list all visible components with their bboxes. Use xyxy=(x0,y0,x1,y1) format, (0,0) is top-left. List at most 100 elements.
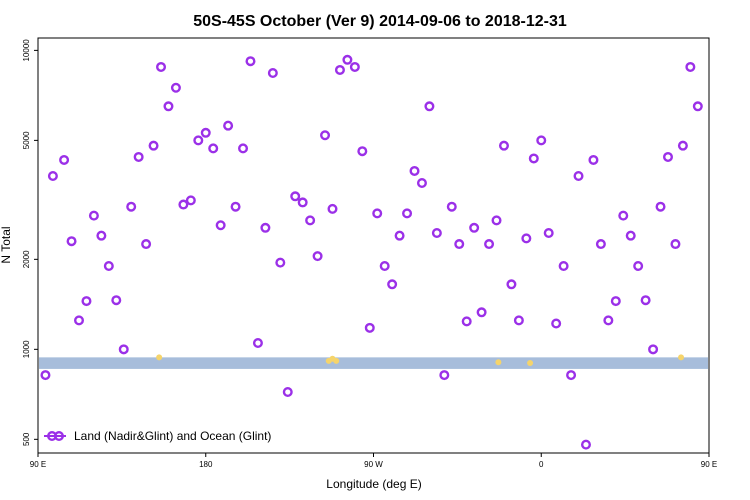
data-point xyxy=(223,120,234,131)
data-point xyxy=(603,315,614,326)
data-point xyxy=(580,439,591,450)
data-point xyxy=(215,220,226,231)
legend-label: Land (Nadir&Glint) and Ocean (Glint) xyxy=(74,429,271,443)
data-point xyxy=(640,295,651,306)
x-axis-label: Longitude (deg E) xyxy=(326,477,421,491)
data-point xyxy=(424,101,435,112)
data-point xyxy=(66,236,77,247)
y-axis-label: N Total xyxy=(0,226,13,263)
data-point xyxy=(297,197,308,208)
data-point xyxy=(133,151,144,162)
x-tick-label: 90 E xyxy=(701,460,717,469)
reference-band xyxy=(39,357,708,369)
y-tick-label: 5000 xyxy=(22,131,31,149)
legend: Land (Nadir&Glint) and Ocean (Glint) xyxy=(44,429,271,443)
data-point xyxy=(595,239,606,250)
data-point xyxy=(513,315,524,326)
data-point xyxy=(252,337,263,348)
data-point xyxy=(59,154,70,165)
data-point xyxy=(148,140,159,151)
minor-point xyxy=(495,359,502,366)
data-point xyxy=(588,154,599,165)
data-point xyxy=(491,215,502,226)
data-point xyxy=(178,199,189,210)
data-point xyxy=(282,386,293,397)
data-point xyxy=(163,101,174,112)
data-point xyxy=(625,230,636,241)
data-point xyxy=(342,54,353,65)
data-point xyxy=(402,208,413,219)
data-point xyxy=(230,201,241,212)
data-point xyxy=(320,130,331,141)
data-point xyxy=(275,257,286,268)
chart-title: 50S-45S October (Ver 9) 2014-09-06 to 20… xyxy=(193,13,567,30)
data-point xyxy=(312,251,323,262)
data-point xyxy=(558,260,569,271)
minor-point xyxy=(527,360,534,367)
data-point xyxy=(439,370,450,381)
data-point xyxy=(81,296,92,307)
data-point xyxy=(200,127,211,138)
data-point xyxy=(126,201,137,212)
data-point xyxy=(416,178,427,189)
y-tick-label: 10000 xyxy=(22,39,31,62)
minor-point xyxy=(329,355,336,362)
y-tick-label: 1000 xyxy=(22,340,31,358)
x-tick-label: 90 W xyxy=(364,460,383,469)
data-point xyxy=(364,322,375,333)
data-point xyxy=(349,61,360,72)
data-point xyxy=(156,61,167,72)
data-point xyxy=(521,233,532,244)
data-point xyxy=(692,101,703,112)
data-point xyxy=(454,239,465,250)
data-point xyxy=(305,215,316,226)
data-point xyxy=(245,56,256,67)
data-point xyxy=(357,146,368,157)
data-point xyxy=(379,260,390,271)
y-tick-label: 500 xyxy=(22,432,31,446)
data-point xyxy=(685,61,696,72)
data-point xyxy=(573,170,584,181)
data-point xyxy=(536,135,547,146)
data-point xyxy=(446,201,457,212)
data-point xyxy=(528,153,539,164)
data-point xyxy=(141,239,152,250)
data-point xyxy=(96,230,107,241)
data-point xyxy=(185,195,196,206)
data-point xyxy=(662,151,673,162)
data-point xyxy=(387,279,398,290)
legend-marker xyxy=(54,431,65,442)
data-point xyxy=(633,260,644,271)
data-point xyxy=(193,135,204,146)
data-point xyxy=(670,239,681,250)
data-point xyxy=(618,210,629,221)
data-point xyxy=(118,344,129,355)
data-point xyxy=(267,68,278,79)
data-point xyxy=(476,307,487,318)
data-point xyxy=(334,64,345,75)
x-tick-label: 0 xyxy=(539,460,544,469)
data-point xyxy=(409,165,420,176)
data-point xyxy=(469,222,480,233)
data-point xyxy=(566,370,577,381)
data-point xyxy=(677,140,688,151)
data-point xyxy=(327,203,338,214)
data-point xyxy=(111,295,122,306)
x-tick-label: 90 E xyxy=(30,460,46,469)
data-point xyxy=(394,230,405,241)
data-point xyxy=(103,260,114,271)
plot-frame xyxy=(37,37,710,454)
data-point xyxy=(40,370,51,381)
data-point xyxy=(238,143,249,154)
x-tick-label: 180 xyxy=(199,460,213,469)
minor-point xyxy=(156,354,163,361)
data-point xyxy=(506,279,517,290)
data-point xyxy=(88,210,99,221)
data-point xyxy=(372,208,383,219)
data-point xyxy=(208,143,219,154)
data-point xyxy=(610,296,621,307)
y-tick-label: 2000 xyxy=(22,250,31,268)
data-point xyxy=(260,222,271,233)
data-point xyxy=(461,316,472,327)
